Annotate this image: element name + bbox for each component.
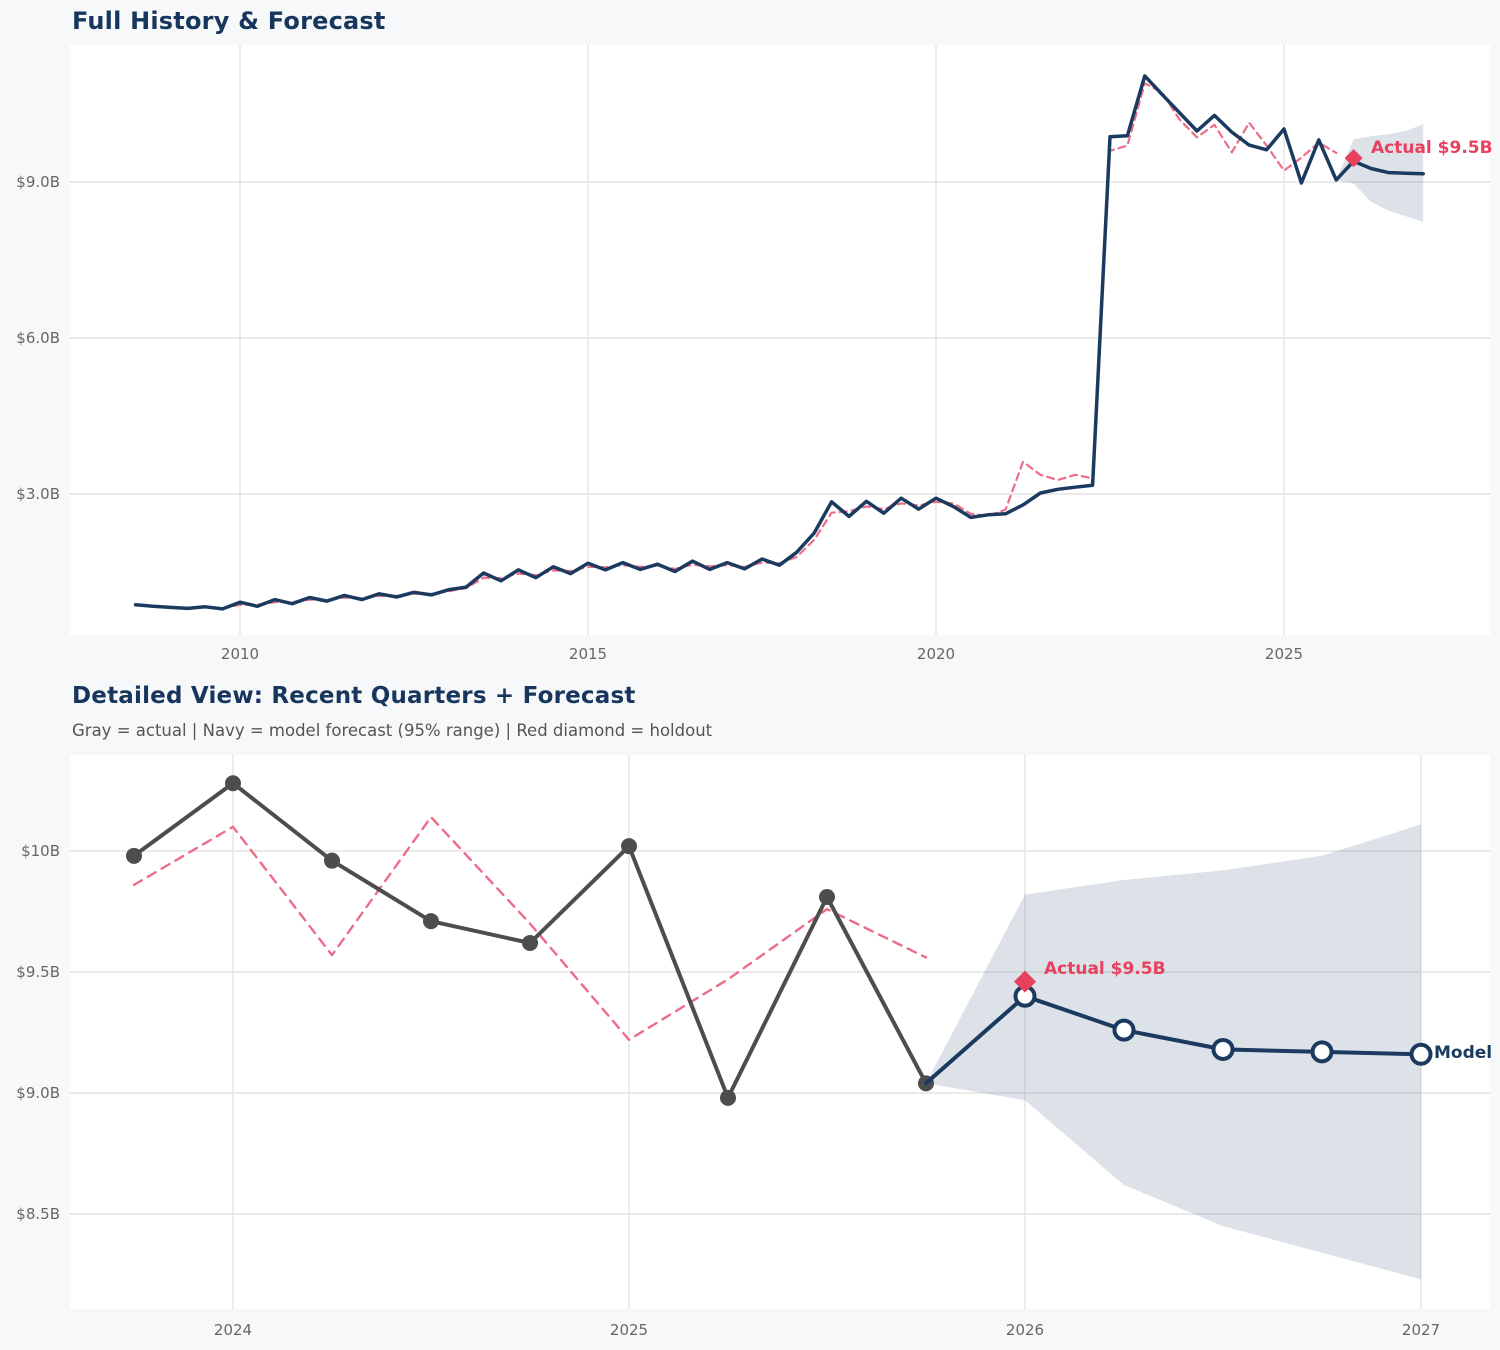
x-tick-label: 2025 xyxy=(1265,645,1303,663)
actual-data-point xyxy=(819,888,835,905)
actual-data-point xyxy=(423,913,439,930)
x-tick-label: 2024 xyxy=(214,1321,252,1339)
model-line-label: Model xyxy=(1434,1043,1493,1063)
forecast-data-point xyxy=(1409,1042,1433,1066)
y-tick-label: $10B xyxy=(21,842,60,860)
actual-data-point xyxy=(225,775,241,792)
actual-data-point xyxy=(522,934,538,951)
x-tick-label: 2020 xyxy=(917,645,955,663)
model-forecast-line xyxy=(924,994,1423,1086)
x-tick-label: 2027 xyxy=(1402,1321,1440,1339)
history-and-forecast-line xyxy=(133,74,1425,611)
actual-data-point xyxy=(720,1089,736,1106)
forecast-data-point xyxy=(1112,1018,1136,1042)
actual-data-point xyxy=(324,852,340,869)
x-tick-label: 2010 xyxy=(221,645,259,663)
top-chart-title: Full History & Forecast xyxy=(72,7,386,35)
y-tick-label: $9.5B xyxy=(16,963,60,981)
x-tick-label: 2015 xyxy=(569,645,607,663)
full-history-chart: $9.0B $6.0B $3.0B 2010 2015 2020 2025 xyxy=(16,45,1490,663)
forecast-data-point xyxy=(1211,1037,1235,1061)
x-tick-label: 2025 xyxy=(610,1321,648,1339)
actual-data-point xyxy=(126,847,142,864)
y-tick-label: $8.5B xyxy=(16,1205,60,1223)
detail-chart: $10B $9.5B $9.0B $8.5B 2024 2025 2026 2027 xyxy=(16,755,1490,1339)
forecast-data-point xyxy=(1310,1040,1334,1064)
forecast-confidence-band xyxy=(926,824,1421,1280)
plot-area xyxy=(70,45,1490,635)
holdout-diamond-icon xyxy=(1014,970,1036,993)
y-tick-label: $9.0B xyxy=(16,173,60,191)
detail-chart-title: Detailed View: Recent Quarters + Forecas… xyxy=(72,683,636,709)
top-holdout-annotation: Actual $9.5B xyxy=(1371,138,1493,158)
plot-area xyxy=(70,755,1490,1309)
y-tick-label: $3.0B xyxy=(16,485,60,503)
forecast-confidence-band xyxy=(1336,124,1424,222)
y-tick-label: $9.0B xyxy=(16,1084,60,1102)
prior-fit-line xyxy=(132,815,928,1041)
y-tick-label: $6.0B xyxy=(16,329,60,347)
detail-holdout-annotation: Actual $9.5B xyxy=(1044,959,1166,979)
holdout-diamond-icon xyxy=(1344,149,1363,168)
detail-chart-legend-text: Gray = actual | Navy = model forecast (9… xyxy=(72,721,713,740)
x-tick-label: 2026 xyxy=(1006,1321,1044,1339)
actual-data-point xyxy=(621,838,637,855)
